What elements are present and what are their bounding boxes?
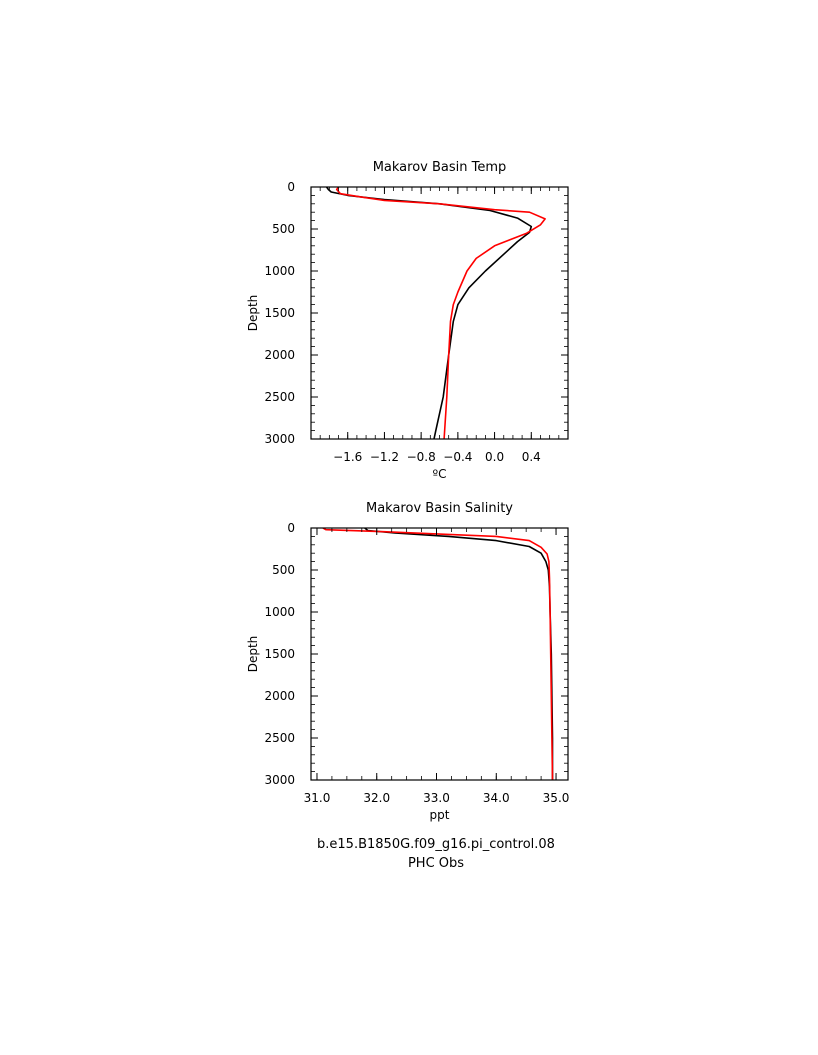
x-tick-label: −0.8	[407, 450, 436, 464]
y-tick-label: 2500	[264, 731, 295, 745]
x-tick-label: 32.0	[363, 791, 390, 805]
obs-profile-line	[322, 528, 554, 780]
temperature-panel: −1.6 −1.2 −0.8 −0.4 0.0 0.4 0 500 1000 1500 2000 25…	[246, 160, 569, 481]
x-tick-label: 33.0	[423, 791, 450, 805]
x-axis-label: ppt	[430, 808, 450, 822]
y-tick-label: 500	[272, 222, 295, 236]
x-tick-label: 0.0	[485, 450, 504, 464]
y-tick-label: 1000	[264, 264, 295, 278]
y-tick-label: 3000	[264, 773, 295, 787]
x-axis-label: ºC	[432, 467, 446, 481]
x-tick-label: 35.0	[543, 791, 570, 805]
model-profile-line	[364, 528, 554, 780]
chart-title: Makarov Basin Temp	[373, 160, 507, 175]
x-tick-label: −0.4	[443, 450, 472, 464]
x-tick-label: −1.2	[370, 450, 399, 464]
y-tick-label: 0	[287, 180, 295, 194]
y-tick-label: 2500	[264, 390, 295, 404]
y-tick-label: 2000	[264, 689, 295, 703]
chart-title: Makarov Basin Salinity	[366, 501, 513, 516]
y-tick-label: 0	[287, 521, 295, 535]
y-axis-label: Depth	[246, 295, 260, 332]
model-profile-line	[325, 187, 533, 439]
y-tick-label: 1500	[264, 306, 295, 320]
x-tick-label: 0.4	[522, 450, 541, 464]
legend-obs-label: PHC Obs	[408, 856, 464, 871]
x-tick-label: −1.6	[333, 450, 362, 464]
y-tick-label: 1000	[264, 605, 295, 619]
y-tick-label: 500	[272, 563, 295, 577]
y-tick-label: 1500	[264, 647, 295, 661]
y-axis-label: Depth	[246, 636, 260, 673]
x-tick-label: 34.0	[483, 791, 510, 805]
legend-run-label: b.e15.B1850G.f09_g16.pi_control.08	[317, 837, 555, 852]
y-tick-label: 2000	[264, 348, 295, 362]
salinity-panel: 31.0 32.0 33.0 34.0 35.0 0 500 1000 1500 2000 2500…	[246, 501, 569, 822]
obs-profile-line	[335, 187, 546, 439]
y-tick-label: 3000	[264, 432, 295, 446]
x-tick-label: 31.0	[304, 791, 331, 805]
plot-frame	[310, 527, 569, 781]
